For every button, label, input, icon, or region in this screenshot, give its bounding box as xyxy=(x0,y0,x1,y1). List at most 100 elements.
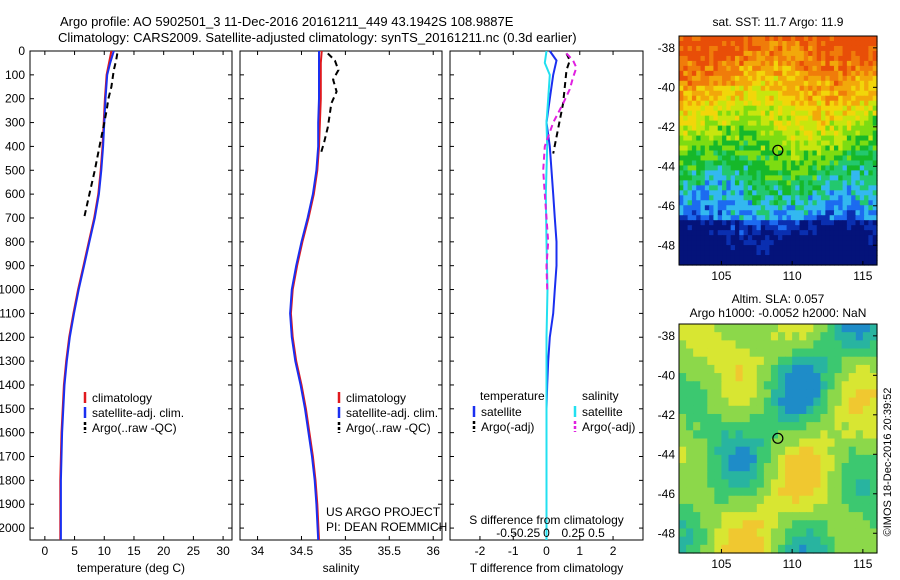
sst-map-cell xyxy=(747,245,753,251)
sst-map-cell xyxy=(821,80,826,87)
sst-map-cell xyxy=(760,55,766,62)
sst-map-cell xyxy=(679,235,684,241)
sst-map-cell xyxy=(795,80,801,87)
sst-map-cell xyxy=(821,45,826,52)
sla-map-cell xyxy=(686,463,694,472)
sst-map-cell xyxy=(829,200,835,206)
sst-map-cell xyxy=(803,205,809,211)
sst-map-cell xyxy=(829,90,835,97)
sst-map-cell xyxy=(717,210,723,216)
sst-map-cell xyxy=(691,36,697,42)
sst-map-cell xyxy=(765,95,770,102)
sla-map-cell xyxy=(799,536,807,546)
sst-map-cell xyxy=(821,150,826,157)
sst-map-cell xyxy=(842,36,848,42)
sst-map-cell xyxy=(734,130,740,137)
sst-map-cell xyxy=(747,130,753,137)
sst-map-cell xyxy=(795,125,801,132)
sst-map-cell xyxy=(872,120,878,127)
sst-map-cell xyxy=(743,160,749,167)
sst-map-cell xyxy=(833,125,839,132)
sst-map-cell xyxy=(864,40,869,47)
sla-map-cell xyxy=(827,422,836,431)
sla-map-cell xyxy=(834,381,843,391)
sla-map-cell xyxy=(679,438,687,448)
sla-map-cell xyxy=(820,364,829,374)
sst-map-cell xyxy=(713,145,719,152)
sst-map-cell xyxy=(808,235,814,241)
sst-map-cell xyxy=(734,60,740,67)
sla-map-cell xyxy=(806,381,814,391)
sst-map-cell xyxy=(846,240,852,246)
sst-map-cell xyxy=(812,255,818,261)
sla-map-cell xyxy=(756,438,765,448)
sst-map-cell xyxy=(803,230,809,236)
sst-map-cell xyxy=(769,36,775,42)
sst-map-cell xyxy=(717,145,723,152)
sla-map-cell xyxy=(827,364,836,374)
sla-map-cell xyxy=(770,389,779,399)
sst-map-cell xyxy=(799,70,805,77)
sst-map-cell xyxy=(868,100,874,107)
sst-map-cell xyxy=(872,210,878,216)
sst-map-cell xyxy=(691,160,697,167)
sst-map-cell xyxy=(704,50,710,57)
sla-map-cell xyxy=(700,471,708,480)
sst-map-cell xyxy=(825,60,831,67)
sst-map-cell xyxy=(683,195,689,201)
sst-map-cell xyxy=(752,190,758,196)
sst-map-cell xyxy=(846,100,852,107)
sst-map-cell xyxy=(760,225,766,231)
sst-map-cell xyxy=(859,125,865,132)
sla-map-cell xyxy=(785,528,793,538)
sla-map-cell xyxy=(721,373,730,382)
sla-map-cell xyxy=(862,487,871,497)
sst-map-cell xyxy=(864,90,869,97)
sst-map-cell xyxy=(747,100,753,107)
sst-map-cell xyxy=(722,250,727,256)
sst-map-cell xyxy=(760,75,766,82)
sst-map-cell xyxy=(808,155,814,162)
sst-map-cell xyxy=(833,45,839,52)
sst-map-cell xyxy=(872,65,878,72)
sst-map-cell xyxy=(786,45,792,52)
sst-map-cell xyxy=(786,115,792,122)
sst-map-cell xyxy=(782,205,788,211)
sst-map-cell xyxy=(743,175,749,181)
sst-map-cell xyxy=(833,155,839,162)
sst-map-cell xyxy=(799,80,805,87)
sla-map-cell xyxy=(693,479,701,489)
sst-map-cell xyxy=(756,130,762,137)
sst-map-cell xyxy=(747,40,753,47)
sst-map-cell xyxy=(765,140,770,147)
sla-map-cell xyxy=(728,512,737,521)
sst-map-cell xyxy=(696,160,702,167)
sst-map-cell xyxy=(808,220,814,226)
sst-map-cell xyxy=(739,60,745,67)
sla-map-cell xyxy=(855,512,864,521)
sst-map-cell xyxy=(872,140,878,147)
sla-map-cell xyxy=(742,340,751,350)
sst-map-cell xyxy=(859,95,865,102)
sst-map-cell xyxy=(726,145,732,152)
sst-map-cell xyxy=(846,85,852,92)
sst-map-cell xyxy=(687,36,693,42)
sla-map-cell xyxy=(862,503,871,513)
sla-map-cell xyxy=(778,544,786,554)
sst-map-cell xyxy=(855,65,861,72)
temperature-profile-ytick-label: 1300 xyxy=(0,354,25,368)
sst-map-cell xyxy=(782,210,788,216)
sst-map-cell xyxy=(687,155,693,162)
sst-map-cell xyxy=(868,75,874,82)
sla-map-cell xyxy=(799,397,807,407)
sst-map-cell xyxy=(782,215,788,221)
sst-map-cell xyxy=(838,105,844,112)
sla-map-cell xyxy=(714,348,723,358)
sst-map-cell xyxy=(760,210,766,216)
sla-map-cell xyxy=(735,503,744,513)
sst-map-cell xyxy=(773,150,779,157)
sst-map-cell xyxy=(778,125,783,132)
sst-map-cell xyxy=(769,135,775,142)
sst-map-cell xyxy=(864,220,869,226)
sla-map-cell xyxy=(721,364,730,374)
